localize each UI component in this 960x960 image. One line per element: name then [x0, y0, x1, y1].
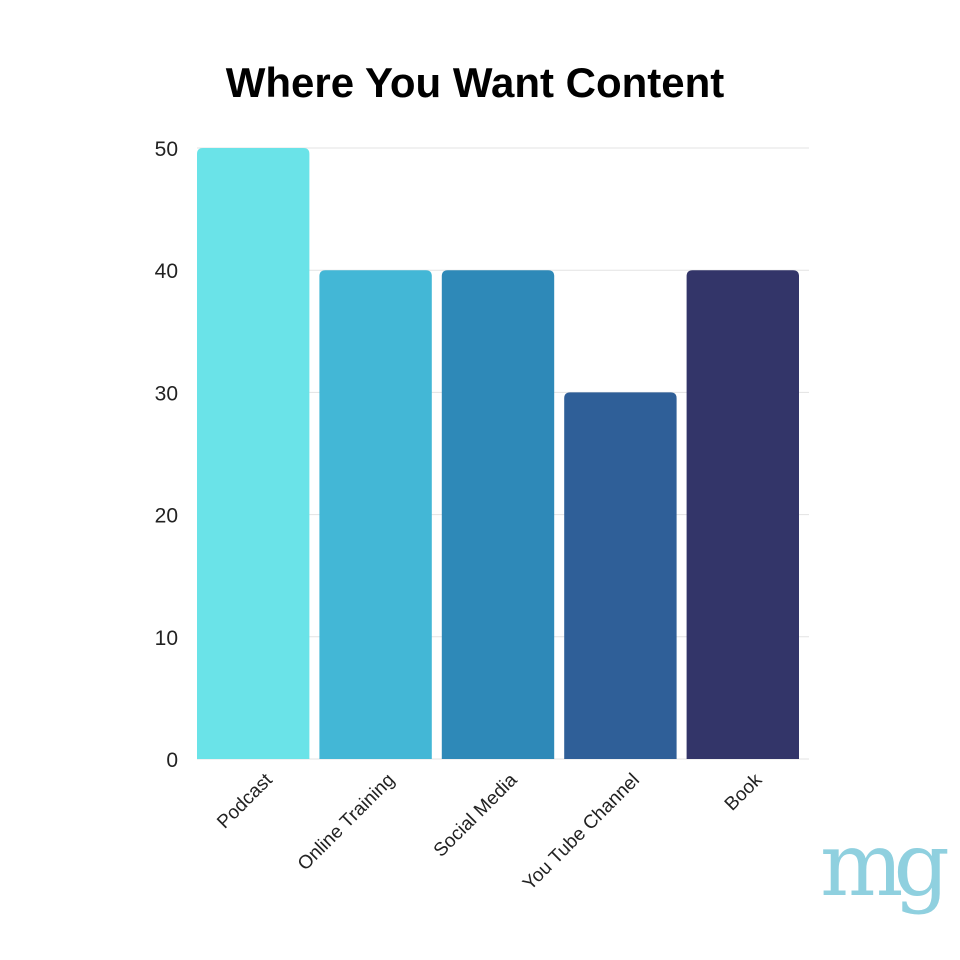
chart-title: Where You Want Content [226, 59, 725, 106]
x-tick-label: You Tube Channel [519, 770, 644, 895]
y-tick-label: 0 [166, 749, 178, 772]
x-tick-label: Social Media [430, 769, 522, 861]
bar-podcast [197, 148, 310, 759]
y-tick-label: 30 [155, 382, 178, 405]
bars [197, 148, 799, 759]
x-tick-label: Podcast [213, 769, 277, 833]
brand-logo: mg [820, 813, 947, 916]
y-tick-label: 40 [155, 260, 178, 283]
y-tick-label: 20 [155, 505, 178, 528]
x-tick-label: Online Training [294, 770, 399, 875]
bar-online-training [319, 270, 432, 759]
bar-you-tube-channel [564, 392, 677, 759]
bar-book [686, 270, 799, 759]
x-tick-label: Book [721, 769, 767, 815]
y-tick-label: 10 [155, 627, 178, 650]
y-tick-label: 50 [155, 138, 178, 161]
y-axis-ticks: 0 10 20 30 40 50 [155, 138, 178, 772]
bar-social-media [441, 270, 555, 759]
